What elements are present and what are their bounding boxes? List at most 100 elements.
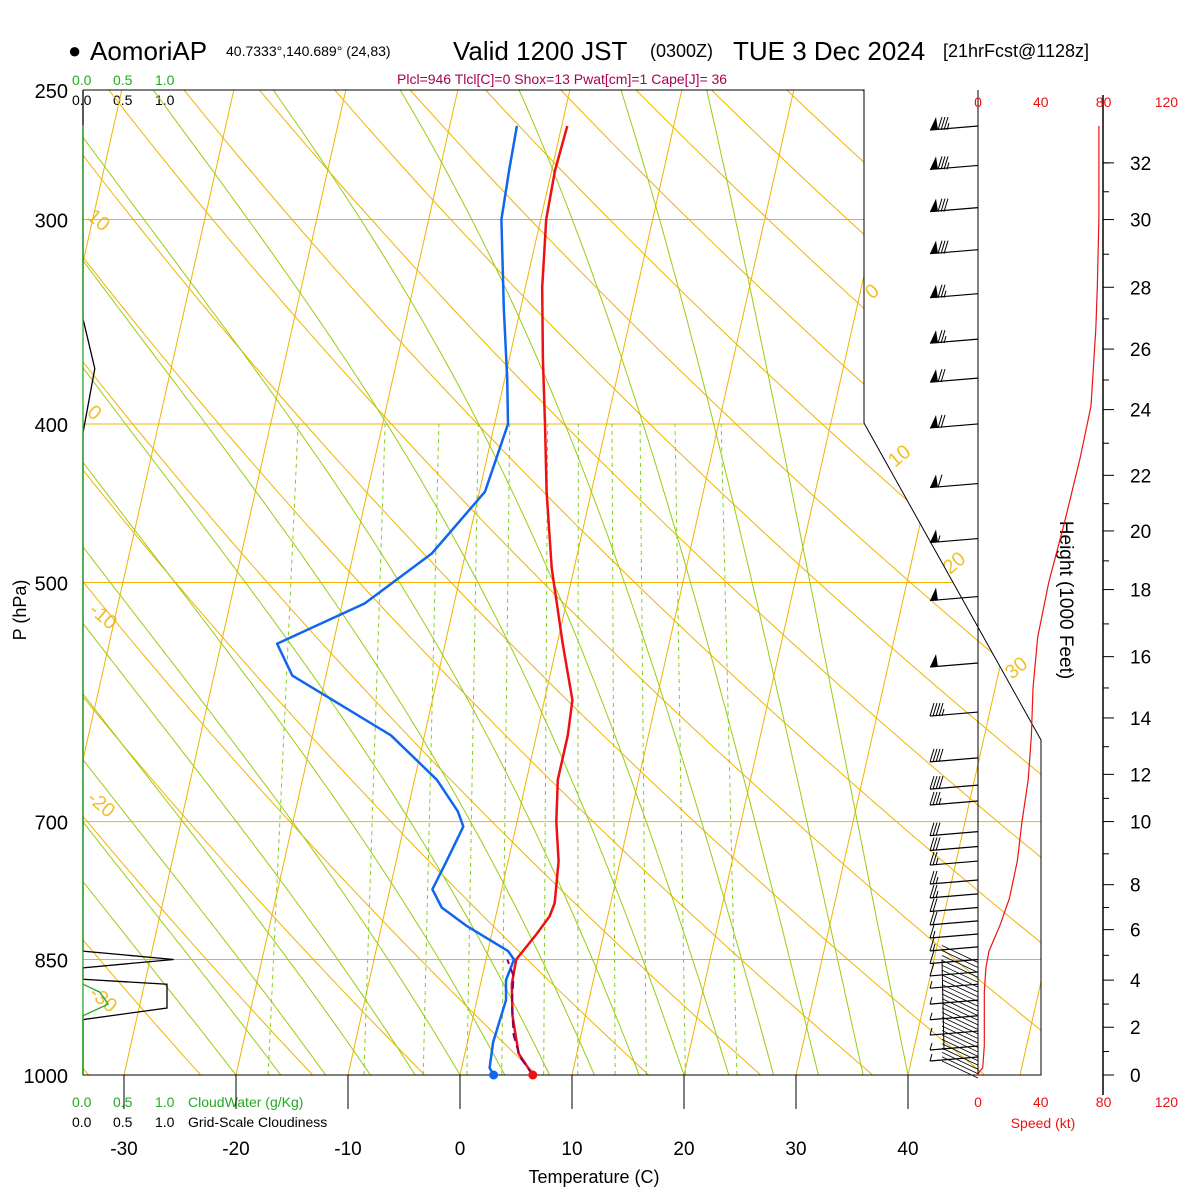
dry-adiabat [83,90,650,1075]
dewpoint-line [275,125,519,1075]
wind-barb-flag [929,748,935,763]
wind-barb [929,822,979,837]
wind-barb [929,898,979,913]
dry-adiabat [83,90,986,1075]
isotherm-line [123,90,347,1075]
wind-barb [929,1053,979,1062]
wind-barb-flag [937,240,943,254]
speed-tick-bottom: 80 [1096,1094,1112,1110]
wind-barb-staff [929,983,979,989]
mixing-ratio-label: 12 [633,1078,654,1098]
wind-barb [929,284,979,299]
forecast-date: TUE 3 Dec 2024 [733,36,925,66]
mixing-ratio-line [267,423,299,1075]
mixing-ratio-line [611,423,616,1075]
wind-barb-half-flag [941,708,945,717]
isotherm-line [235,90,459,1075]
mixing-ratio-line [674,423,686,1075]
wind-barb-flag [929,775,935,790]
moist-adiabat [83,90,371,1075]
wind-barb-half-flag [929,997,933,1005]
dry-adiabat-label: -20 [83,787,119,822]
wind-barb-flag [938,775,944,790]
wind-barb [929,116,979,131]
dry-adiabat [83,90,314,1075]
wind-barb [929,851,979,866]
wind-barb [929,997,979,1005]
wind-barb-lowlevel [941,974,979,993]
cw-top-tick-1: 0.5 [113,72,133,88]
wind-barb-lowlevel [941,1060,979,1079]
wind-barb-lowlevel [941,998,979,1017]
temp-tick-label: 30 [785,1139,806,1160]
pressure-tick-label: 700 [35,813,68,835]
wind-barb-flag [932,911,938,926]
height-tick-label: 4 [1130,971,1141,992]
temp-tick-label: -10 [334,1139,361,1160]
wind-barb-flag [929,851,935,866]
dry-adiabat-label: -10 [85,599,121,634]
surface-temperature-dot [528,1070,538,1080]
wind-barb-half-flag [932,930,936,939]
wind-barb-staff [929,1045,979,1051]
wind-barb-flag [943,198,949,212]
wind-barb-flag [929,962,935,977]
wind-barb-half-flag [932,943,936,952]
wind-barb-lowlevel [941,1030,979,1048]
wind-barb [929,156,979,171]
dry-adiabat [83,90,202,1075]
moist-adiabat [83,90,506,1075]
speed-tick-top: 80 [1096,94,1112,110]
wind-barb-flag [935,775,941,790]
wind-barb [929,884,979,899]
wind-barb-flag [929,870,935,885]
dry-adiabat-label: 30 [1001,653,1032,684]
wind-barb-flag [929,702,935,717]
wind-barb [929,654,979,668]
dry-adiabat [83,90,762,1075]
wind-barb-lowlevel [941,1012,979,1030]
cw-bottom-tick-1: 0.5 [113,1094,133,1110]
wind-barb-flag [940,116,946,131]
wind-barb-lowlevel [941,1034,979,1053]
wind-barb-lowlevel [941,955,979,973]
valid-time: Valid 1200 JST [453,36,628,66]
wind-barb-staff [929,933,979,939]
series-clip-group [275,125,574,1075]
wind-barb-flag [937,116,943,131]
height-tick-label: 24 [1130,401,1152,422]
temp-tick-label: 0 [455,1139,466,1160]
wind-barb-pennant [930,117,938,131]
wind-barb-flag [929,937,935,952]
speed-profile-line [977,126,1100,1076]
wind-barb [929,529,979,544]
wind-barb [929,240,979,255]
moist-adiabat [83,90,640,1075]
wind-barb-half-flag [946,122,950,131]
wind-barb-staff [929,946,979,952]
mixing-ratio-label: 3 [409,1084,425,1099]
pressure-tick-label: 300 [35,211,68,233]
mixing-ratio-label: 5 [488,1084,504,1099]
wind-barb-lowlevel [941,950,979,968]
wind-barb-half-flag [943,290,947,298]
wind-barb-lowlevel [941,1052,979,1070]
wind-barb-flag [940,414,946,429]
height-tick-label: 28 [1130,278,1151,299]
wind-barb-pennant [930,414,938,428]
wind-barb-lowlevel-edge [941,959,945,1051]
wind-barb-pennant [930,474,938,488]
wind-barb-lowlevel [941,1021,979,1039]
wind-barb-pennant [930,369,938,383]
dry-adiabat-label: 20 [939,548,970,579]
dry-adiabat [108,90,1041,1075]
isotherm-line [571,90,795,1075]
wind-barb-flag [940,156,946,170]
cw-bottom-tick-2: 1.0 [155,1094,175,1110]
mixing-ratio-line [363,423,386,1075]
cw-top-tick-2: 1.0 [155,72,175,88]
wind-barb-staff [929,595,979,602]
speed-tick-top: 120 [1155,94,1179,110]
